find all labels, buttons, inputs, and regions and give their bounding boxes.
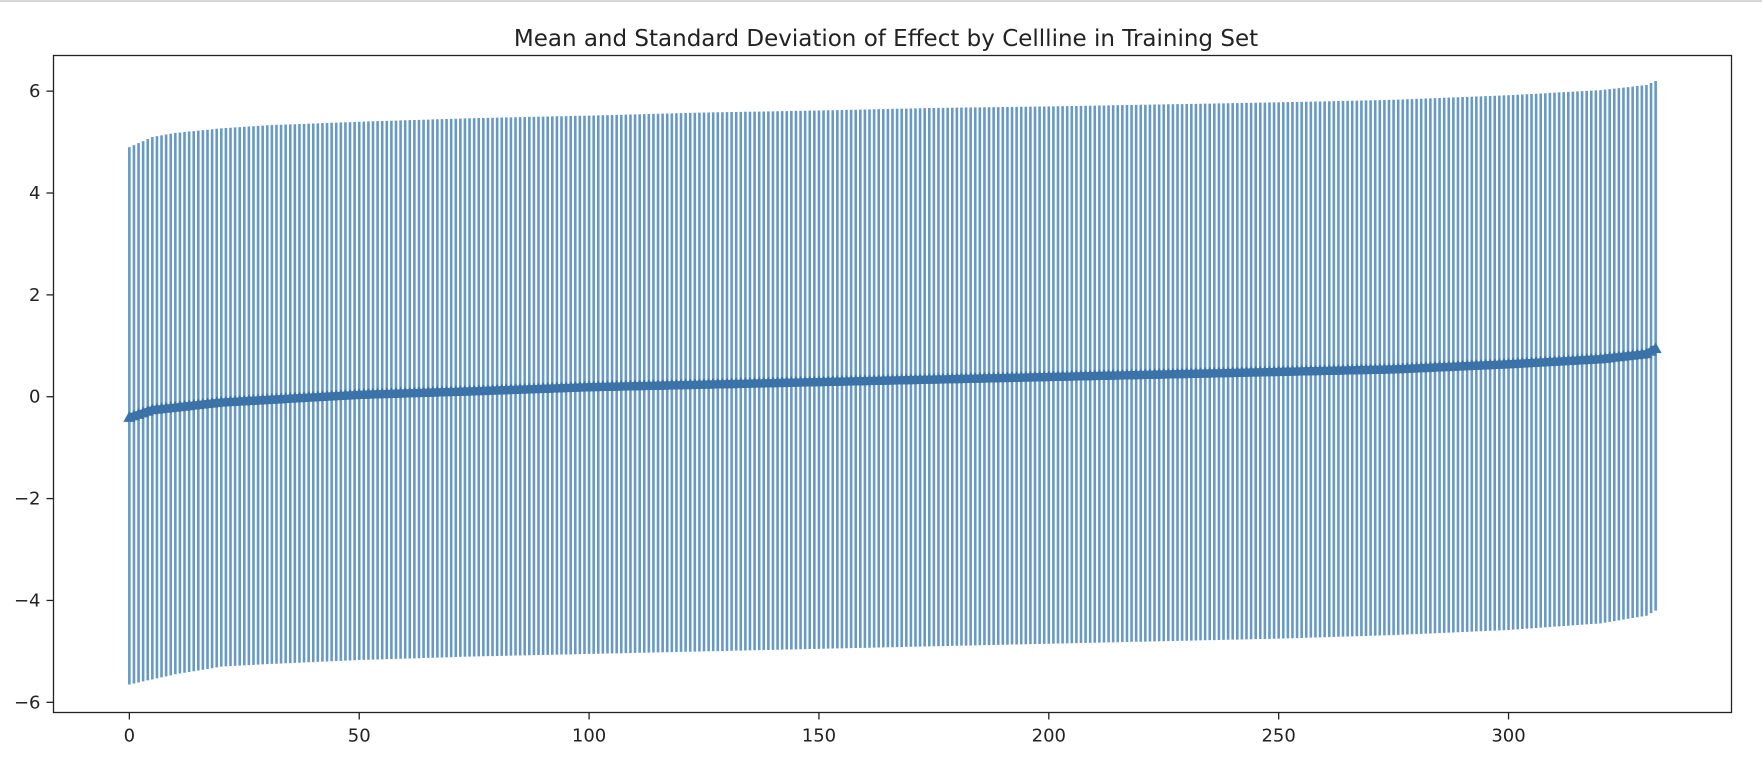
axes: 0 50 100 150 200 250 300 6 4 2 0 −2 −4 −6	[14, 81, 1526, 746]
y-tick-label: −6	[14, 692, 41, 713]
mean-marker	[1649, 342, 1662, 354]
top-border	[0, 0, 1762, 2]
chart-title: Mean and Standard Deviation of Effect by…	[514, 26, 1258, 52]
y-tick-label: −4	[14, 590, 41, 611]
x-tick-label: 100	[572, 726, 606, 747]
x-tick-label: 300	[1491, 726, 1525, 747]
axes-frame	[52, 54, 1733, 714]
plot-area	[123, 80, 1662, 685]
y-tick-label: 4	[29, 183, 40, 204]
y-tick-label: 2	[29, 285, 40, 306]
x-tick-label: 0	[124, 726, 135, 747]
y-tick-label: 6	[29, 81, 40, 102]
x-tick-label: 200	[1032, 726, 1066, 747]
x-tick-label: 250	[1261, 726, 1295, 747]
x-tick-label: 150	[802, 726, 836, 747]
x-tick-label: 50	[348, 726, 371, 747]
y-tick-label: 0	[29, 387, 40, 408]
y-tick-label: −2	[14, 489, 41, 510]
